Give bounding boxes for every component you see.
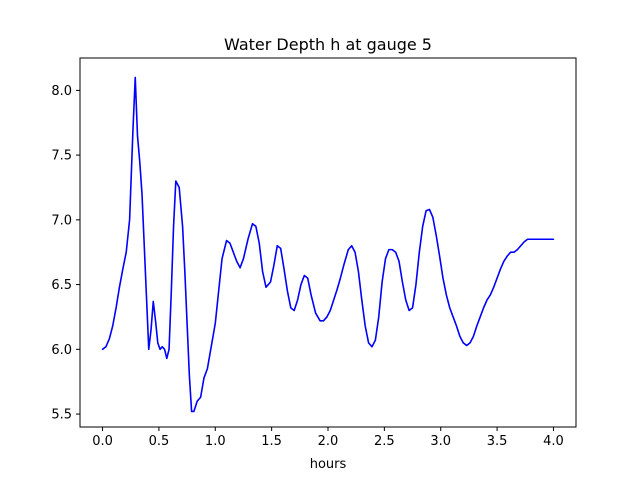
x-tick-label: 3.5 (487, 434, 508, 449)
x-axis-label: hours (310, 457, 347, 472)
y-tick-label: 6.5 (51, 278, 72, 293)
x-tick-label: 2.5 (374, 434, 395, 449)
x-tick-label: 0.0 (92, 434, 113, 449)
series-line (101, 76, 555, 413)
x-tick-label: 4.0 (543, 434, 564, 449)
x-tick-label: 0.5 (149, 434, 170, 449)
plot-area (101, 76, 555, 413)
chart-title: Water Depth h at gauge 5 (224, 35, 432, 54)
y-tick-label: 7.5 (51, 149, 72, 164)
axes-frame (79, 57, 577, 428)
x-tick-label: 1.5 (261, 434, 282, 449)
y-tick-label: 7.0 (51, 213, 72, 228)
y-axis: 5.5 6.0 6.5 7.0 7.5 8.0 (51, 84, 80, 423)
y-tick-label: 8.0 (51, 84, 72, 99)
y-tick-label: 5.5 (51, 408, 72, 423)
x-axis: 0.0 0.5 1.0 1.5 2.0 2.5 3.0 3.5 4.0 (92, 427, 564, 449)
x-tick-label: 2.0 (318, 434, 339, 449)
x-tick-label: 1.0 (205, 434, 226, 449)
x-tick-label: 3.0 (430, 434, 451, 449)
y-tick-label: 6.0 (51, 343, 72, 358)
